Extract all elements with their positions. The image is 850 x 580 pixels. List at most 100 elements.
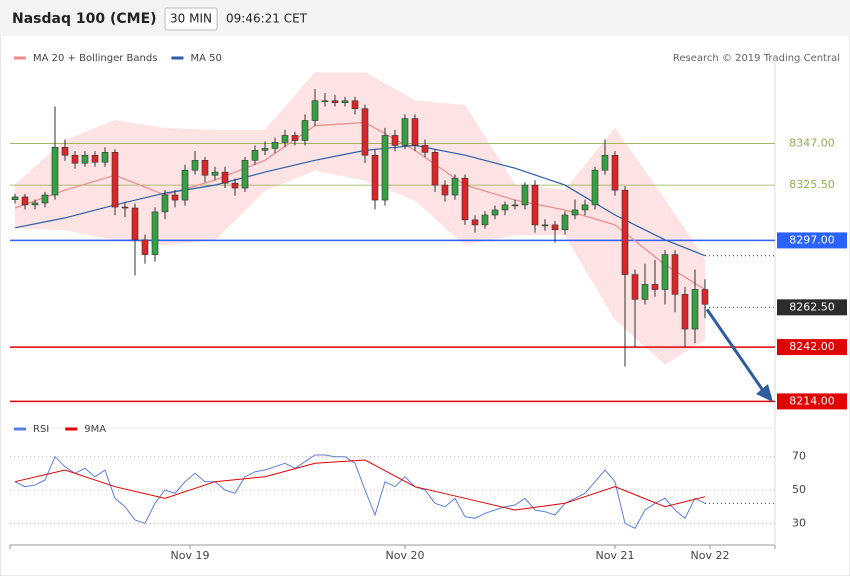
candle-body: [491, 209, 499, 216]
arrow-head: [756, 384, 773, 402]
candle-body: [391, 135, 399, 146]
candle-body: [101, 152, 109, 163]
candle-body: [401, 118, 409, 146]
candle-body: [481, 214, 489, 226]
candle-body: [441, 184, 449, 196]
candle-body: [311, 100, 319, 121]
y-tick-label: 30: [792, 516, 806, 529]
candle-body: [451, 177, 459, 196]
candle-body: [421, 145, 429, 153]
candle-body: [11, 196, 19, 200]
candle-body: [701, 289, 709, 305]
candle-body: [371, 154, 379, 201]
candle-body: [231, 182, 239, 189]
candle-body: [31, 202, 39, 206]
candle-body: [111, 152, 119, 208]
candle-body: [631, 274, 639, 300]
candle-body: [161, 194, 169, 213]
x-tick-label: Nov 19: [171, 549, 210, 562]
candle-body: [21, 196, 29, 206]
candle-body: [121, 206, 129, 209]
level-label: 8347.00: [789, 136, 835, 149]
candle-body: [621, 189, 629, 275]
interval-box: [164, 7, 218, 31]
legend-label: RSI: [33, 424, 49, 435]
legend-label: 9MA: [84, 424, 106, 435]
candle-body: [51, 146, 59, 196]
candle-body: [521, 184, 529, 206]
candle-body: [251, 150, 259, 161]
candle-body: [181, 169, 189, 201]
copyright: Research © 2019 Trading Central: [673, 53, 840, 64]
candle-body: [91, 154, 99, 163]
candle-body: [321, 100, 329, 103]
candle-body: [561, 214, 569, 231]
candle-body: [241, 159, 249, 189]
legend-label: MA 50: [190, 53, 221, 64]
last-price-box: [777, 299, 847, 316]
candle-body: [41, 194, 49, 204]
candle-body: [581, 204, 589, 211]
candle-body: [691, 289, 699, 330]
candle-body: [541, 224, 549, 227]
candle-body: [191, 159, 199, 171]
candle-body: [291, 135, 299, 141]
bollinger-upper: [14, 72, 706, 260]
candle-body: [661, 254, 669, 290]
candle-body: [201, 159, 209, 176]
legend-label: MA 20 + Bollinger Bands: [33, 53, 157, 64]
header-bar: [0, 0, 850, 36]
level-box: [777, 339, 847, 356]
candle-body: [571, 209, 579, 216]
candle-body: [651, 284, 659, 290]
time: 09:46:21 CET: [226, 12, 308, 26]
candle-body: [501, 204, 509, 211]
last-price-label: 8262.50: [789, 300, 835, 313]
candle-body: [531, 184, 539, 226]
y-tick-label: 50: [792, 483, 806, 496]
candle-body: [301, 120, 309, 141]
candle-body: [221, 171, 229, 184]
series-line: [14, 459, 706, 511]
candle-body: [151, 211, 159, 255]
level-label: 8214.00: [789, 394, 835, 407]
candle-body: [471, 219, 479, 226]
candle-body: [271, 142, 279, 149]
level-box: [777, 232, 847, 249]
candle-body: [351, 100, 359, 109]
candle-body: [141, 239, 149, 255]
candle-body: [81, 154, 89, 164]
candle-body: [601, 154, 609, 171]
candle-body: [281, 135, 289, 143]
candle-body: [381, 135, 389, 201]
y-tick-label: 70: [792, 450, 806, 463]
candle-body: [611, 154, 619, 191]
candle-body: [211, 171, 219, 176]
candle-body: [171, 194, 179, 201]
candle-body: [71, 154, 79, 164]
candle-body: [431, 152, 439, 186]
candle-body: [361, 108, 369, 156]
candle-body: [641, 284, 649, 300]
series-line: [14, 454, 706, 529]
candle-body: [131, 207, 139, 241]
candle-body: [331, 100, 339, 103]
level-label: 8325.50: [789, 178, 835, 191]
candle-body: [61, 146, 69, 156]
level-label: 8297.00: [789, 233, 835, 246]
level-box: [777, 393, 847, 410]
title: Nasdaq 100 (CME): [12, 11, 157, 27]
level-label: 8242.00: [789, 340, 835, 353]
interval: 30 MIN: [170, 12, 212, 26]
candle-body: [671, 254, 679, 295]
x-tick-label: Nov 22: [691, 549, 730, 562]
candle-body: [411, 118, 419, 146]
x-tick-label: Nov 20: [386, 549, 425, 562]
candle-body: [551, 224, 559, 231]
candle-body: [461, 177, 469, 221]
projection-arrow: [705, 308, 766, 393]
bollinger-band: [15, 72, 705, 365]
candle-body: [681, 294, 689, 330]
